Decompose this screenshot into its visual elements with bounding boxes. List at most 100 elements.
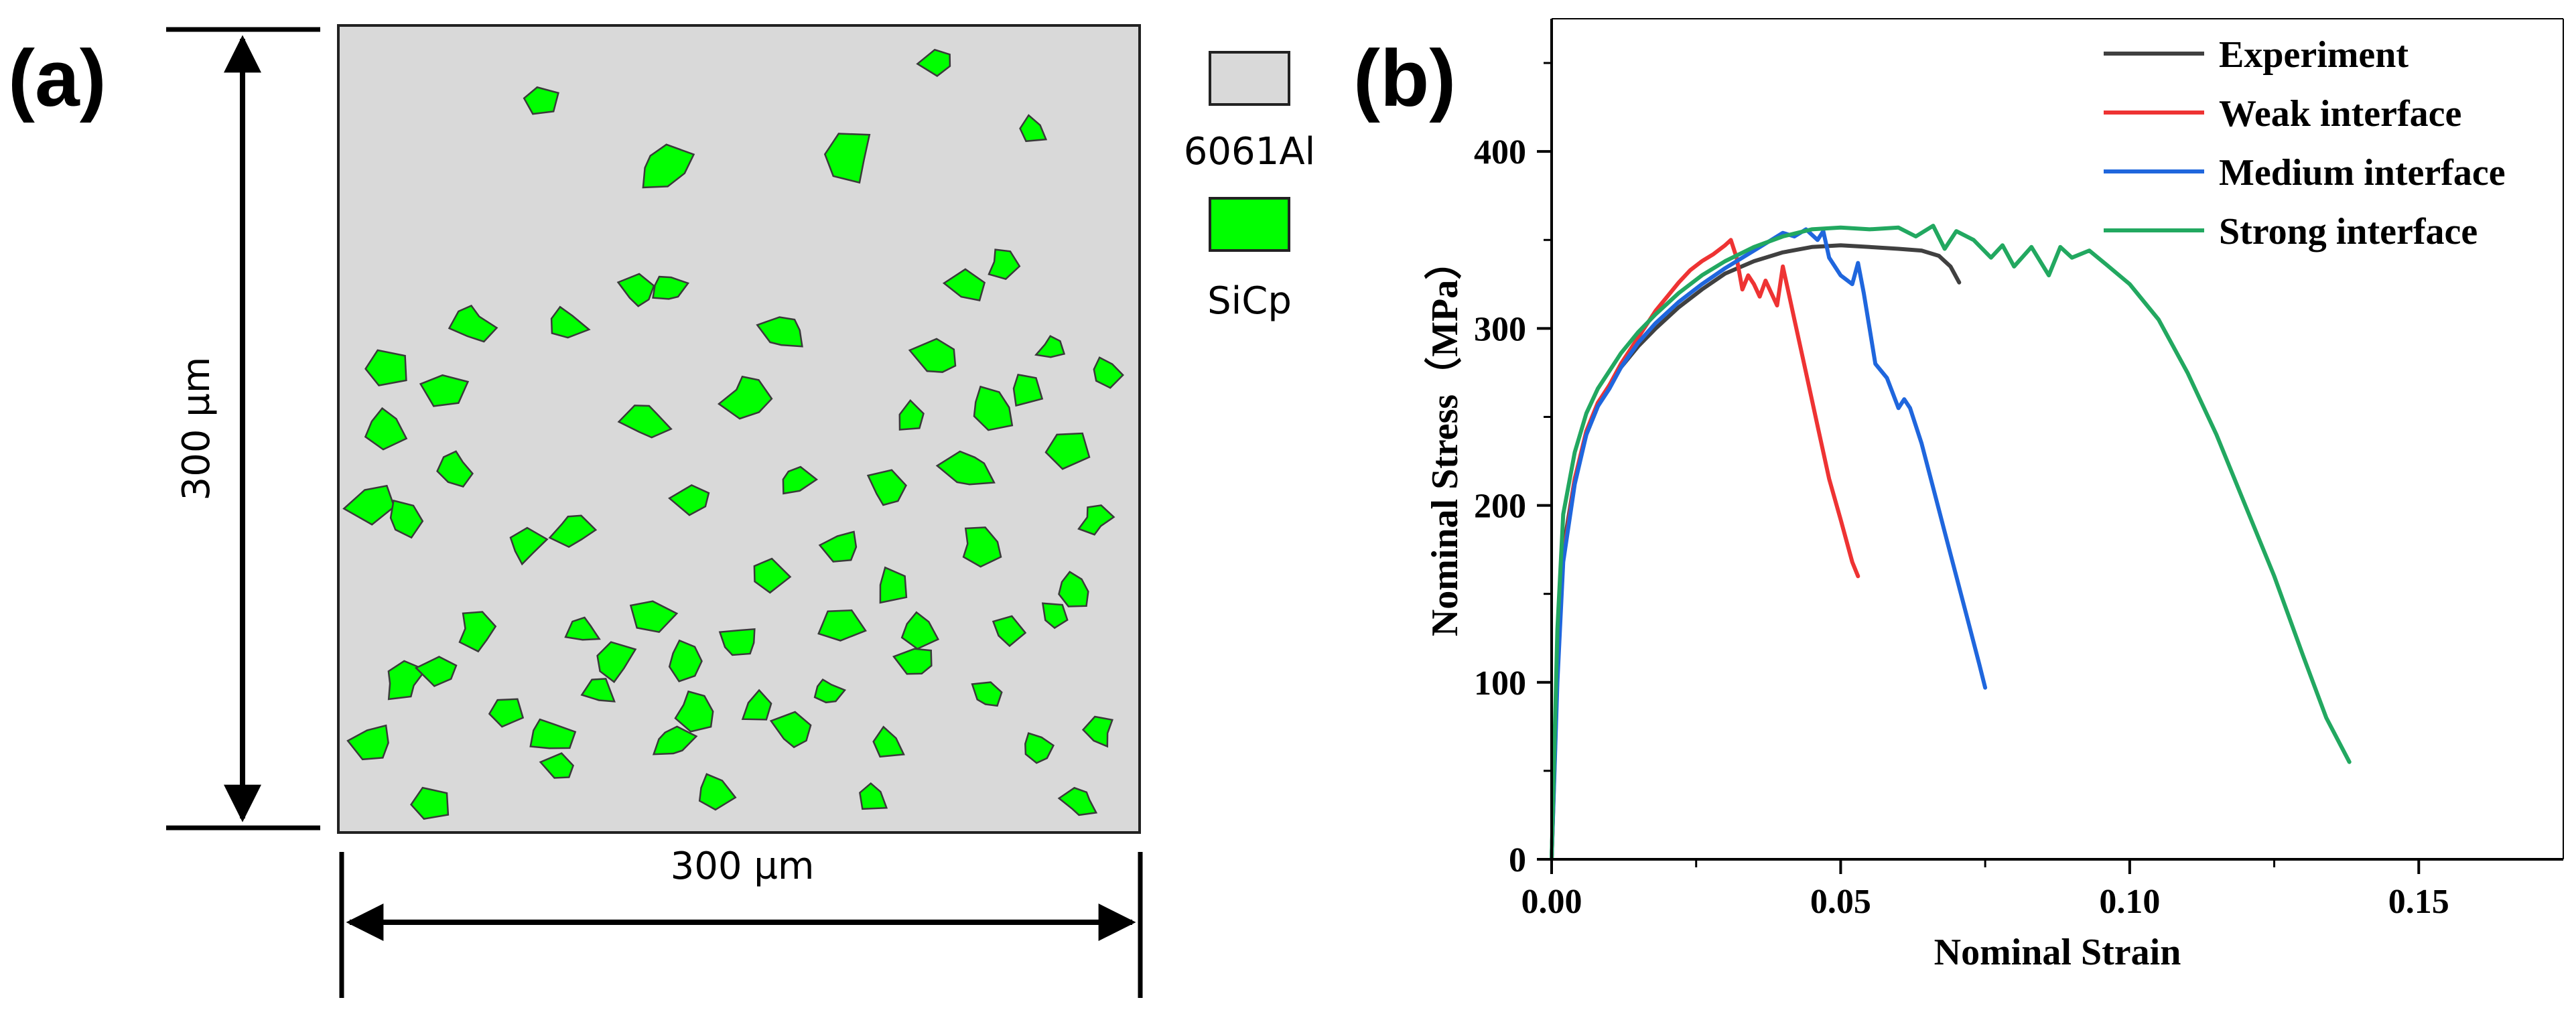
sicp-particle [942, 268, 986, 301]
sicp-particle [342, 484, 395, 526]
series-line-strong-interface [1550, 224, 2352, 861]
sicp-particle [962, 526, 1002, 568]
sicp-particle [448, 304, 498, 343]
sicp-particle [1034, 335, 1066, 358]
sicp-particle [992, 615, 1027, 648]
sicp-particle [1077, 504, 1115, 536]
y-tick-label: 0 [1509, 841, 1526, 879]
sicp-particle [642, 143, 695, 189]
rve-matrix-6061al [337, 24, 1141, 834]
sicp-particle [509, 526, 549, 566]
sicp-particle [488, 698, 525, 728]
series-line-medium-interface [1550, 227, 1988, 861]
sicp-particle [892, 648, 933, 675]
axis-ticks: 0.00 0.05 0.10 0.15 0 100 200 300 400 [1474, 62, 2449, 921]
sicp-particle [866, 469, 907, 506]
sicp-particle [419, 374, 470, 407]
series-line-weak-interface [1550, 238, 1860, 861]
height-dimension-label: 300 µm [175, 357, 218, 501]
sicp-particle [769, 711, 812, 749]
sicp-particle [387, 660, 427, 701]
series-line-experiment [1550, 243, 1962, 861]
sicp-particle [617, 405, 673, 439]
sicp-particle [973, 385, 1014, 431]
sicp-particle [458, 611, 497, 653]
sicp-particle [539, 752, 575, 779]
sicp-particle [668, 484, 710, 516]
sicp-particle [741, 689, 772, 721]
sicp-particle [548, 514, 598, 549]
sicp-particle [674, 690, 714, 733]
x-tick-label: 0.15 [2388, 883, 2449, 921]
sicp-particle [564, 616, 601, 641]
sicp-particle [580, 678, 616, 703]
sicp-particle [596, 641, 637, 683]
sicp-particle [616, 273, 655, 307]
sicp-particle [935, 450, 996, 486]
plot-series [1550, 224, 2352, 861]
y-tick-label: 200 [1474, 488, 1526, 526]
sicp-particle [1044, 432, 1091, 470]
sicp-particle [523, 86, 559, 115]
legend-label-sicp: SiCp [1207, 279, 1292, 323]
panel-a-microstructure: (a) 300 µm 300 µm 6061Al SiCp [8, 24, 1315, 998]
sicp-particle [908, 338, 957, 373]
legend-label-strong-interface: Strong interface [2219, 211, 2478, 252]
sicp-particle [1024, 732, 1055, 764]
sicp-particle [1057, 786, 1098, 816]
sicp-particle [410, 786, 450, 820]
sicp-particles [342, 48, 1124, 820]
sicp-particle [698, 773, 737, 811]
sicp-particle [629, 600, 679, 634]
legend-label-weak-interface: Weak interface [2219, 93, 2461, 135]
sicp-particle [436, 450, 474, 488]
y-tick-label: 400 [1474, 133, 1526, 171]
sicp-particle [872, 725, 905, 758]
legend-label-experiment: Experiment [2219, 34, 2409, 76]
y-tick-label: 100 [1474, 664, 1526, 703]
sicp-particle [971, 681, 1003, 707]
legend-label-6061al: 6061Al [1184, 130, 1315, 173]
sicp-particle [898, 399, 925, 431]
sicp-particle [818, 530, 858, 563]
panel-a-label: (a) [8, 33, 107, 123]
sicp-particle [718, 628, 756, 656]
sicp-particle [668, 639, 703, 682]
sicp-particle [346, 724, 389, 761]
sicp-particle [817, 609, 867, 642]
x-tick-label: 0.00 [1521, 883, 1582, 921]
legend-label-medium-interface: Medium interface [2219, 152, 2506, 194]
x-axis-title: Nominal Strain [1934, 932, 2181, 973]
sicp-particle [823, 133, 871, 184]
sicp-particle [1019, 114, 1048, 143]
sicp-particle [879, 566, 908, 604]
sicp-particle [1081, 715, 1113, 748]
sicp-particle [550, 305, 591, 339]
sicp-particle [1012, 373, 1044, 407]
sicp-particle [652, 275, 690, 300]
legend-swatch-6061al [1209, 51, 1290, 106]
sicp-particle [813, 678, 847, 704]
x-tick-label: 0.10 [2099, 883, 2160, 921]
y-tick-label: 300 [1474, 310, 1526, 348]
legend-swatch-sicp [1209, 197, 1290, 252]
sicp-particle [916, 48, 951, 78]
sicp-particle [782, 465, 819, 495]
sicp-particle [717, 375, 773, 420]
x-tick-label: 0.05 [1810, 883, 1871, 921]
sicp-particle [1093, 356, 1124, 389]
sicp-particle [1041, 602, 1069, 630]
sicp-particle [364, 407, 408, 451]
width-dimension-label: 300 µm [671, 845, 815, 888]
sicp-particle [859, 782, 888, 810]
sicp-particle [529, 718, 577, 749]
y-axis-title: Nominal Stress（MPa） [1424, 242, 1466, 637]
chart-legend: Experiment Weak interface Medium interface… [2104, 34, 2506, 252]
panel-b-stress-strain-chart: (b) 0.00 0.05 0.10 0.15 0 100 200 300 400 Nomina… [1353, 18, 2564, 973]
panel-b-label: (b) [1353, 33, 1456, 123]
sicp-particle [753, 557, 792, 594]
sicp-particle [756, 316, 803, 348]
sicp-particle [389, 499, 424, 539]
sicp-particle [364, 349, 407, 386]
